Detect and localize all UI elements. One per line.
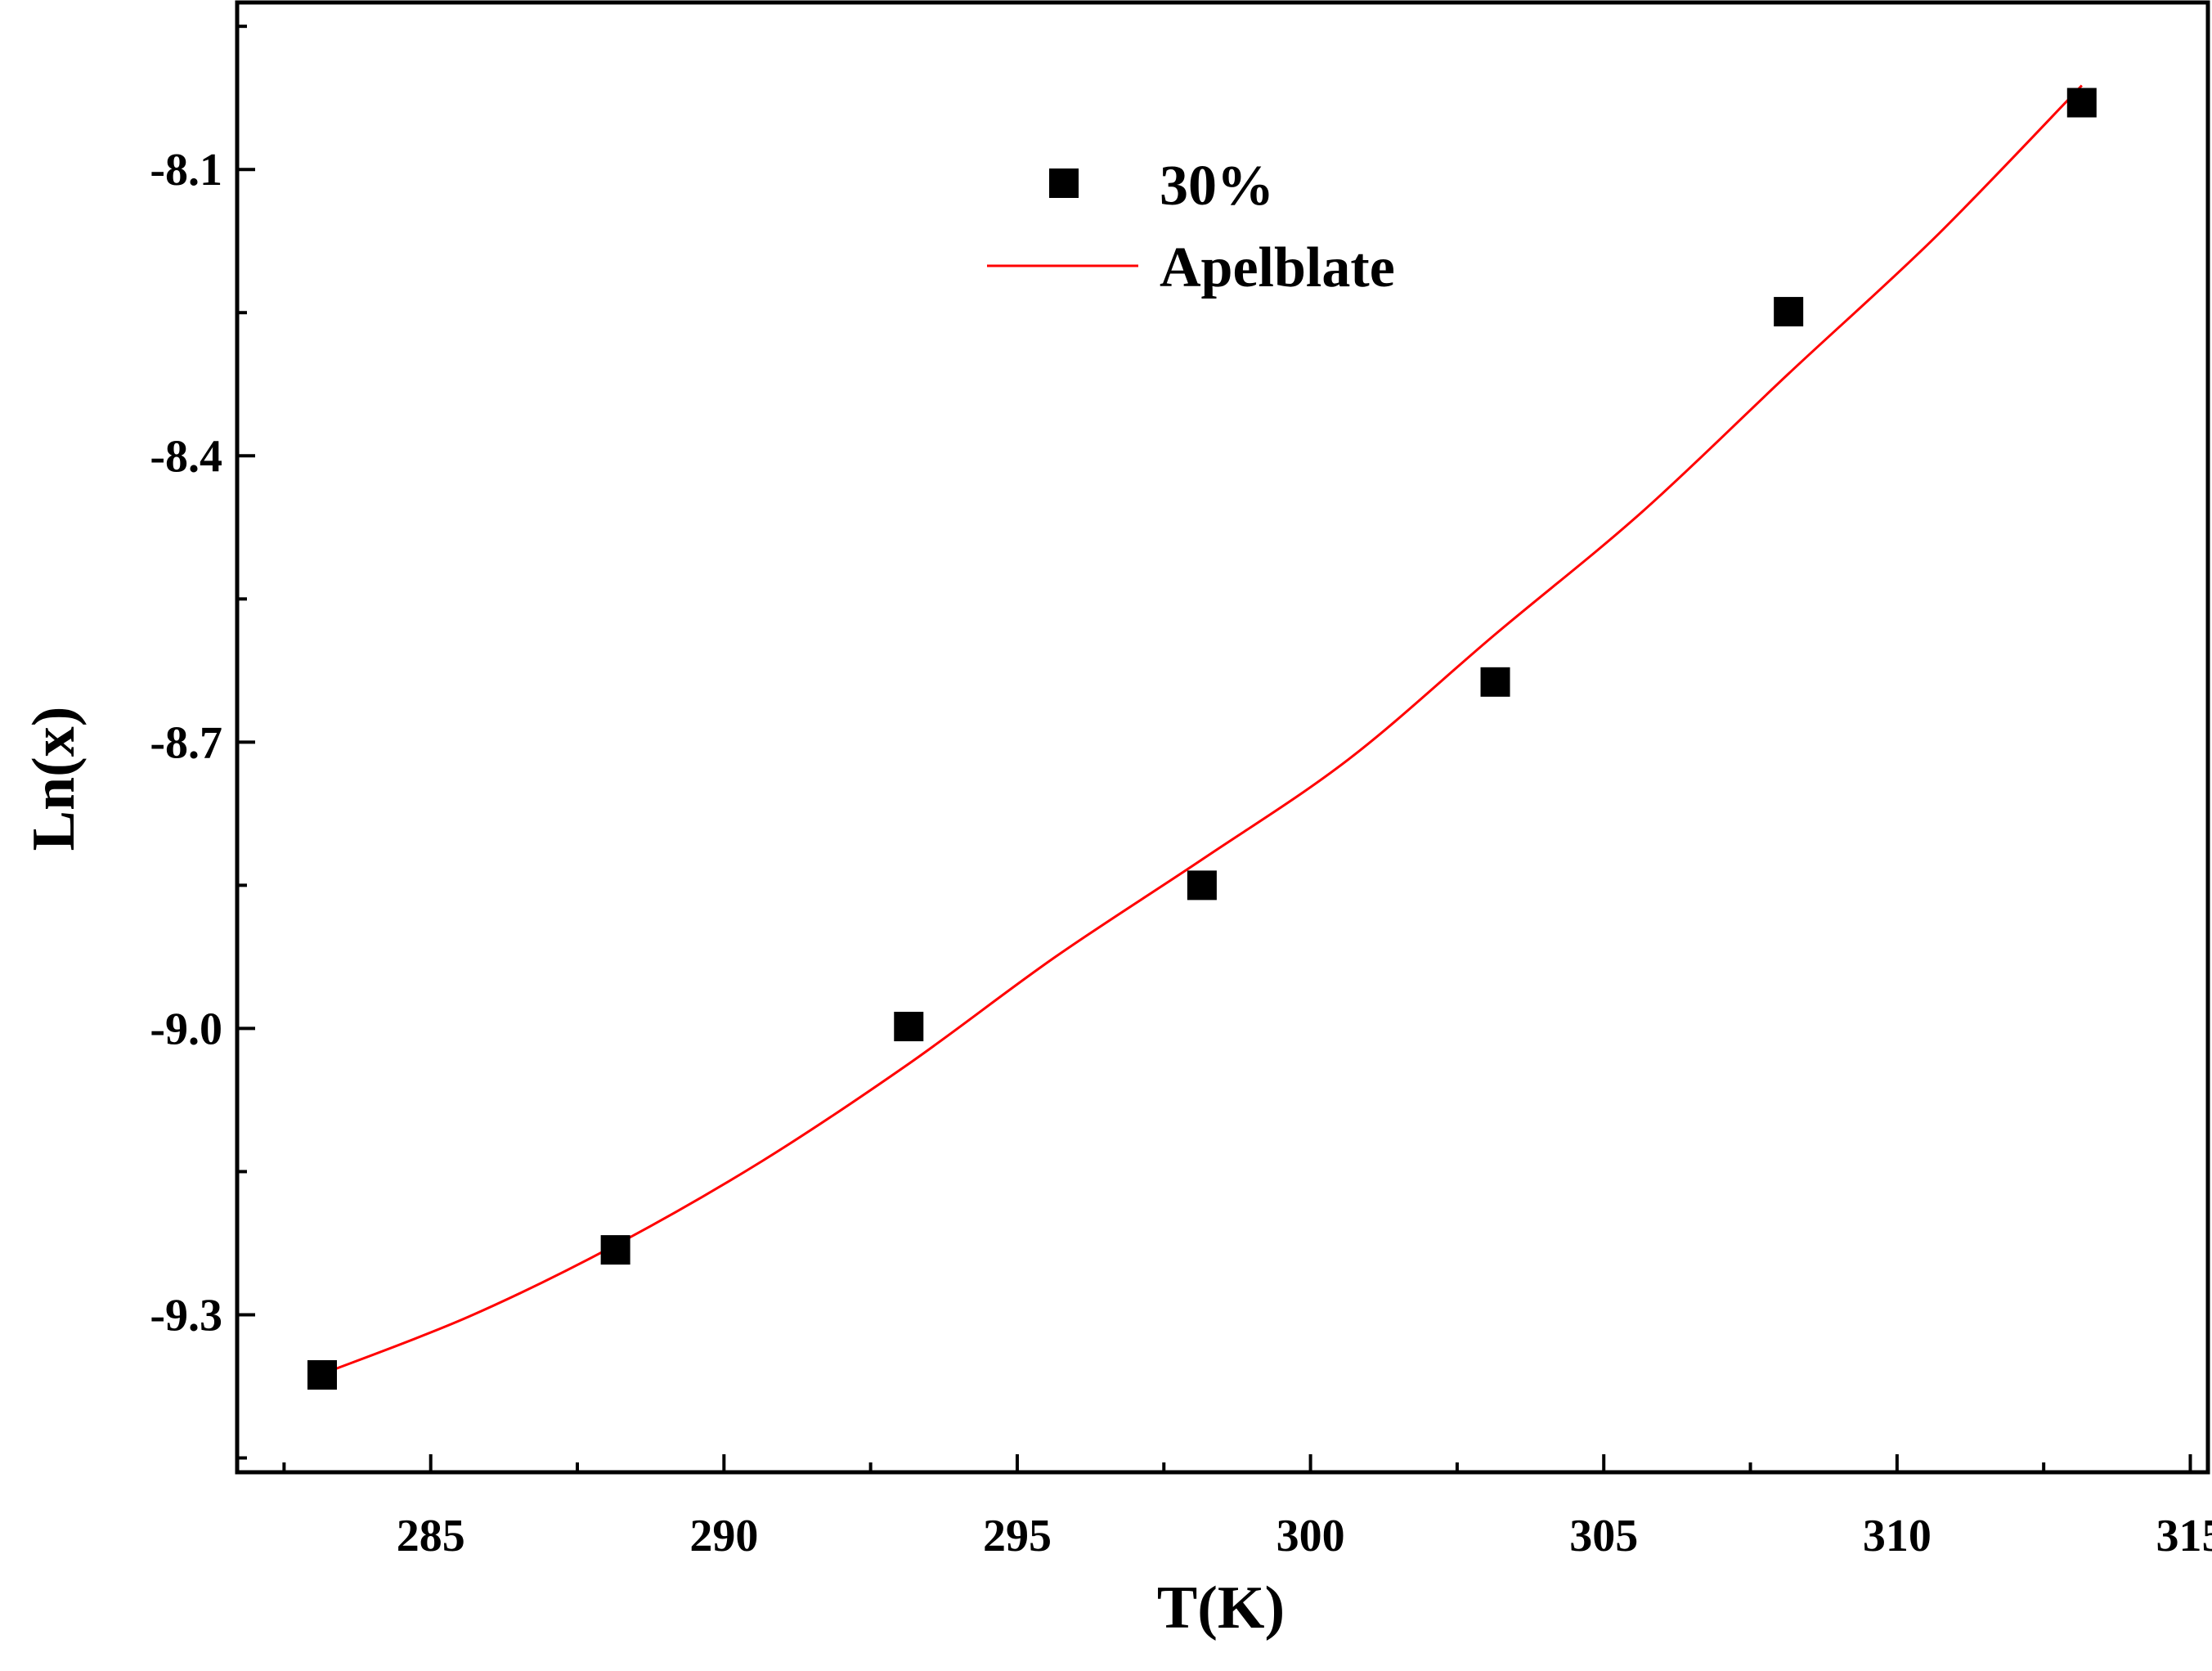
- plot-frame: [235, 0, 2210, 1475]
- x-tick-label: 310: [1863, 1511, 1932, 1561]
- y-tick-label: -8.1: [150, 145, 222, 195]
- x-tick-label: 300: [1276, 1511, 1345, 1561]
- legend-marker-square: [1049, 168, 1079, 198]
- data-point: [600, 1235, 630, 1265]
- data-point: [307, 1359, 338, 1390]
- y-axis-title: Ln(x): [20, 707, 87, 851]
- x-tick-label: 290: [689, 1511, 758, 1561]
- y-tick-label: -8.4: [150, 431, 222, 482]
- x-tick-label: 305: [1569, 1511, 1638, 1561]
- legend-label-series-1: 30%: [1160, 155, 1274, 218]
- data-point: [2066, 88, 2097, 118]
- data-point: [1774, 297, 1804, 327]
- y-tick-label: -9.0: [150, 1004, 222, 1054]
- x-tick-label: 295: [983, 1511, 1052, 1561]
- data-point: [894, 1012, 924, 1042]
- x-tick-label: 315: [2156, 1511, 2212, 1561]
- y-tick-label: -9.3: [150, 1290, 222, 1341]
- data-points: [307, 88, 2097, 1390]
- x-axis-title: T(K): [1157, 1574, 1285, 1642]
- x-tick-label: 285: [397, 1511, 465, 1561]
- x-axis-ticks: 285 290 295 300 305 310 315: [282, 1454, 2212, 1561]
- data-point: [1187, 870, 1217, 901]
- y-axis-ticks: -8.1 -8.4 -8.7 -9.0 -9.3: [150, 25, 255, 1460]
- data-point: [1480, 667, 1510, 697]
- legend-label-series-2: Apelblate: [1160, 236, 1395, 299]
- y-tick-label: -8.7: [150, 717, 222, 768]
- legend: 30% Apelblate: [987, 155, 1395, 299]
